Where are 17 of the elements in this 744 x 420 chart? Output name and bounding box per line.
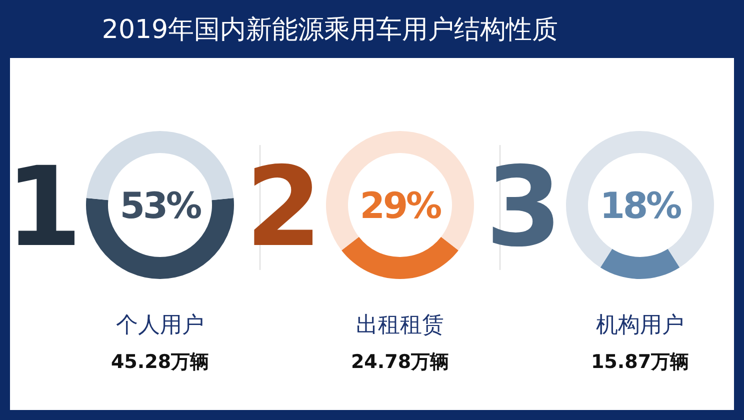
donut-slice	[342, 236, 458, 279]
slice-label: 机构用户	[596, 313, 684, 338]
text: 1	[5, 143, 82, 271]
data-label: 29%	[360, 186, 442, 227]
text: 2	[245, 143, 322, 271]
text: 45.28万辆	[110, 351, 210, 373]
text: 24.78万辆	[350, 351, 450, 373]
donut-slice	[326, 131, 474, 250]
donut-slice	[566, 131, 714, 268]
donut-slice	[600, 248, 680, 279]
text: 2019年国内新能源乘用车用户结构性质	[102, 15, 558, 45]
slice-label: 出租租赁	[356, 313, 444, 338]
text: 15.87万辆	[590, 351, 690, 373]
data-label: 18%	[600, 186, 682, 227]
slice-label: 个人用户	[116, 313, 204, 338]
text: 3	[485, 143, 562, 271]
data-label: 53%	[120, 186, 202, 227]
